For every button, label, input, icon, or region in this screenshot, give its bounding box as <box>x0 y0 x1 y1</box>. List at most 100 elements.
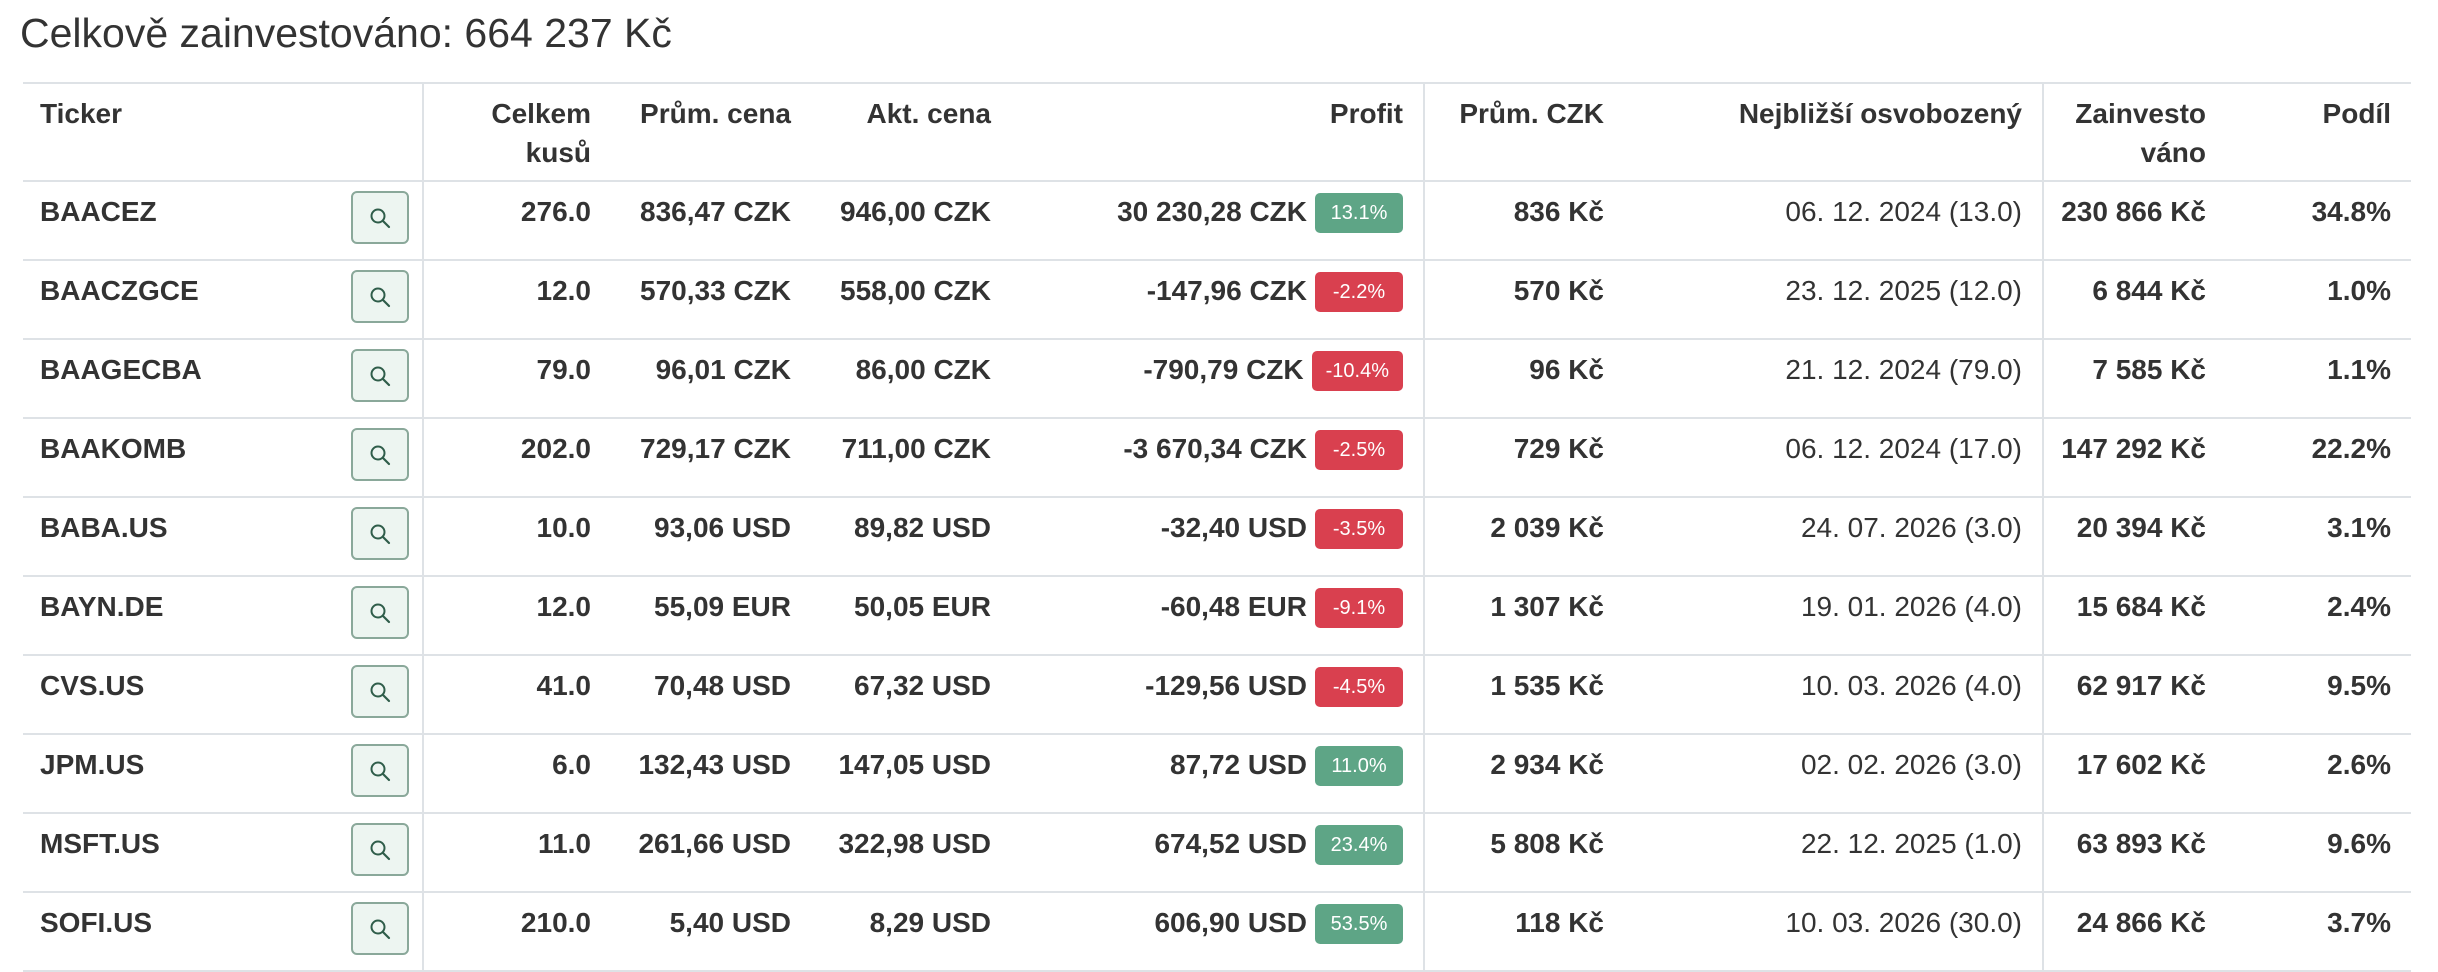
profit-value: 606,90 USD <box>1154 907 1307 938</box>
detail-search-button[interactable] <box>351 349 409 402</box>
share-cell: 2.6% <box>2226 733 2411 813</box>
invested-cell: 230 866 Kč <box>2042 180 2226 260</box>
nearest-free-cell: 22. 12. 2025 (1.0) <box>1624 812 2043 892</box>
profit-value: -60,48 EUR <box>1160 591 1307 622</box>
profit-cell: -3 670,34 CZK -2.5% <box>1011 417 1424 497</box>
ticker-label: JPM.US <box>40 749 145 780</box>
profit-cell: 674,52 USD 23.4% <box>1011 812 1424 892</box>
table-row: MSFT.US 11.0 261,66 USD 322,98 USD 674,5… <box>23 812 2411 892</box>
avg-czk-cell: 96 Kč <box>1423 338 1624 418</box>
search-icon <box>370 840 391 860</box>
ticker-cell: BABA.US <box>23 496 423 576</box>
profit-percent-badge: -3.5% <box>1315 509 1403 549</box>
nearest-free-cell: 10. 03. 2026 (4.0) <box>1624 654 2043 734</box>
holdings-table: Ticker Celkem kusů Prům. cena Akt. cena … <box>23 82 2411 972</box>
detail-search-button[interactable] <box>351 191 409 244</box>
nearest-free-cell: 21. 12. 2024 (79.0) <box>1624 338 2043 418</box>
profit-value: -32,40 USD <box>1160 512 1307 543</box>
search-icon <box>370 603 391 623</box>
ticker-label: BAAGECBA <box>40 354 202 385</box>
search-icon <box>370 682 391 702</box>
header-profit[interactable]: Profit <box>1011 82 1424 181</box>
search-icon <box>370 208 391 228</box>
table-row: SOFI.US 210.0 5,40 USD 8,29 USD 606,90 U… <box>23 891 2411 972</box>
ticker-label: MSFT.US <box>40 828 160 859</box>
ticker-cell: BAAGECBA <box>23 338 423 418</box>
current-price-cell: 50,05 EUR <box>811 575 1011 655</box>
table-row: BAAGECBA 79.0 96,01 CZK 86,00 CZK -790,7… <box>23 338 2411 418</box>
header-avg-czk[interactable]: Prům. CZK <box>1423 82 1624 181</box>
profit-cell: 87,72 USD 11.0% <box>1011 733 1424 813</box>
detail-search-button[interactable] <box>351 507 409 560</box>
profit-cell: -60,48 EUR -9.1% <box>1011 575 1424 655</box>
avg-czk-cell: 118 Kč <box>1423 891 1624 972</box>
share-cell: 3.7% <box>2226 891 2411 972</box>
detail-search-button[interactable] <box>351 270 409 323</box>
invested-cell: 62 917 Kč <box>2042 654 2226 734</box>
header-current-price[interactable]: Akt. cena <box>811 82 1011 181</box>
ticker-label: BAACZGCE <box>40 275 199 306</box>
profit-percent-badge: 11.0% <box>1315 746 1403 786</box>
profit-percent-badge: -2.2% <box>1315 272 1403 312</box>
ticker-cell: SOFI.US <box>23 891 423 972</box>
header-total-units[interactable]: Celkem kusů <box>422 82 611 181</box>
units-cell: 10.0 <box>422 496 611 576</box>
ticker-label: SOFI.US <box>40 907 153 938</box>
share-cell: 1.0% <box>2226 259 2411 339</box>
current-price-cell: 711,00 CZK <box>811 417 1011 497</box>
profit-value: 87,72 USD <box>1170 749 1307 780</box>
ticker-label: BABA.US <box>40 512 168 543</box>
units-cell: 12.0 <box>422 575 611 655</box>
current-price-cell: 322,98 USD <box>811 812 1011 892</box>
profit-percent-badge: 13.1% <box>1315 193 1403 233</box>
ticker-cell: BAACEZ <box>23 180 423 260</box>
header-avg-price[interactable]: Prům. cena <box>611 82 811 181</box>
table-row: BABA.US 10.0 93,06 USD 89,82 USD -32,40 … <box>23 496 2411 576</box>
ticker-cell: BAAKOMB <box>23 417 423 497</box>
nearest-free-cell: 02. 02. 2026 (3.0) <box>1624 733 2043 813</box>
profit-value: -147,96 CZK <box>1146 275 1307 306</box>
ticker-cell: BAACZGCE <box>23 259 423 339</box>
detail-search-button[interactable] <box>351 665 409 718</box>
detail-search-button[interactable] <box>351 823 409 876</box>
nearest-free-cell: 10. 03. 2026 (30.0) <box>1624 891 2043 972</box>
share-cell: 9.5% <box>2226 654 2411 734</box>
ticker-label: BAACEZ <box>40 196 157 227</box>
header-invested[interactable]: Zainvestováno <box>2042 82 2226 181</box>
ticker-label: CVS.US <box>40 670 145 701</box>
units-cell: 12.0 <box>422 259 611 339</box>
detail-search-button[interactable] <box>351 428 409 481</box>
units-cell: 11.0 <box>422 812 611 892</box>
search-icon <box>370 287 391 307</box>
table-row: BAYN.DE 12.0 55,09 EUR 50,05 EUR -60,48 … <box>23 575 2411 655</box>
detail-search-button[interactable] <box>351 744 409 797</box>
units-cell: 6.0 <box>422 733 611 813</box>
units-cell: 79.0 <box>422 338 611 418</box>
ticker-cell: CVS.US <box>23 654 423 734</box>
avg-czk-cell: 570 Kč <box>1423 259 1624 339</box>
header-share[interactable]: Podíl <box>2226 82 2411 181</box>
profit-percent-badge: -4.5% <box>1315 667 1403 707</box>
units-cell: 276.0 <box>422 180 611 260</box>
avg-price-cell: 96,01 CZK <box>611 338 811 418</box>
nearest-free-cell: 24. 07. 2026 (3.0) <box>1624 496 2043 576</box>
ticker-cell: MSFT.US <box>23 812 423 892</box>
avg-czk-cell: 729 Kč <box>1423 417 1624 497</box>
nearest-free-cell: 23. 12. 2025 (12.0) <box>1624 259 2043 339</box>
profit-percent-badge: 53.5% <box>1315 904 1403 944</box>
profit-cell: -32,40 USD -3.5% <box>1011 496 1424 576</box>
detail-search-button[interactable] <box>351 586 409 639</box>
units-cell: 202.0 <box>422 417 611 497</box>
page-title: Celkově zainvestováno: 664 237 Kč <box>20 10 672 56</box>
current-price-cell: 558,00 CZK <box>811 259 1011 339</box>
share-cell: 22.2% <box>2226 417 2411 497</box>
header-ticker[interactable]: Ticker <box>23 82 423 181</box>
detail-search-button[interactable] <box>351 902 409 955</box>
profit-value: -3 670,34 CZK <box>1123 433 1307 464</box>
header-nearest-free[interactable]: Nejbližší osvobozený <box>1624 82 2043 181</box>
current-price-cell: 946,00 CZK <box>811 180 1011 260</box>
search-icon <box>370 445 391 465</box>
search-icon <box>370 919 391 939</box>
profit-cell: -129,56 USD -4.5% <box>1011 654 1424 734</box>
